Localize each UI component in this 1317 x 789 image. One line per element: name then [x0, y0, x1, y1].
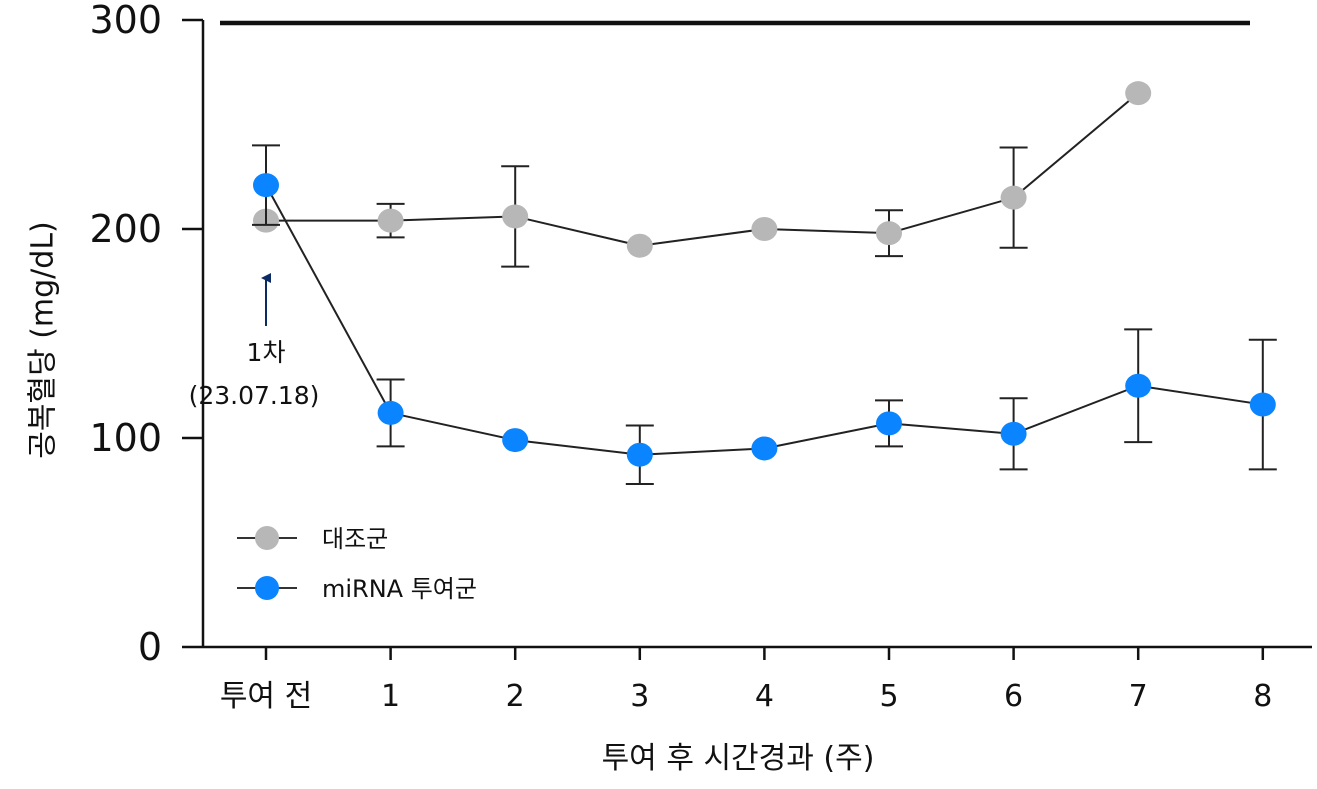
data-point-mirna — [626, 442, 653, 467]
data-point-control — [377, 208, 404, 233]
series-mirna — [252, 144, 1277, 485]
legend-label-control: 대조군 — [322, 525, 388, 553]
x-tick-label: 6 — [1004, 679, 1023, 714]
x-tick-label: 7 — [1129, 679, 1148, 714]
data-point-control — [876, 221, 902, 246]
data-point-mirna — [1000, 421, 1027, 446]
data-point-control — [1125, 81, 1152, 106]
y-tick-label: 0 — [138, 625, 162, 669]
data-point-mirna — [1125, 373, 1152, 398]
data-point-mirna — [876, 411, 902, 436]
legend: 대조군 miRNA 투여군 — [237, 525, 477, 603]
x-tick-label: 2 — [506, 679, 525, 714]
x-tick-label: 5 — [879, 679, 898, 714]
legend-marker-control — [255, 526, 279, 550]
legend-item-mirna: miRNA 투여군 — [237, 575, 477, 603]
annotation-label-1: 1차 — [247, 338, 286, 367]
series-line-control — [266, 92, 1139, 247]
data-point-mirna — [377, 400, 404, 425]
data-point-control — [751, 217, 778, 241]
data-point-mirna — [253, 173, 279, 198]
legend-marker-mirna — [255, 576, 279, 600]
legend-label-mirna: miRNA 투여군 — [322, 575, 477, 603]
series-control — [253, 81, 1152, 268]
y-tick-label: 200 — [89, 207, 162, 251]
data-point-control — [502, 204, 529, 229]
data-point-mirna — [502, 428, 529, 453]
data-point-control — [626, 233, 653, 258]
y-axis-title: 공복혈당 (mg/dL) — [26, 221, 61, 458]
x-tick-label: 8 — [1253, 679, 1272, 714]
x-axis-title: 투여 후 시간경과 (주) — [602, 741, 875, 776]
x-tick-label: 4 — [755, 679, 774, 714]
data-point-control — [1000, 185, 1027, 210]
x-tick-label: 3 — [630, 679, 649, 714]
x-tick-label: 투여 전 — [220, 679, 312, 714]
y-tick-label: 100 — [89, 416, 162, 460]
legend-item-control: 대조군 — [237, 525, 388, 553]
annotation-label-2: (23.07.18) — [189, 381, 320, 410]
x-tick-label: 1 — [381, 679, 400, 714]
data-point-mirna — [1249, 392, 1276, 417]
data-point-mirna — [751, 436, 778, 461]
y-tick-label: 300 — [89, 0, 162, 42]
